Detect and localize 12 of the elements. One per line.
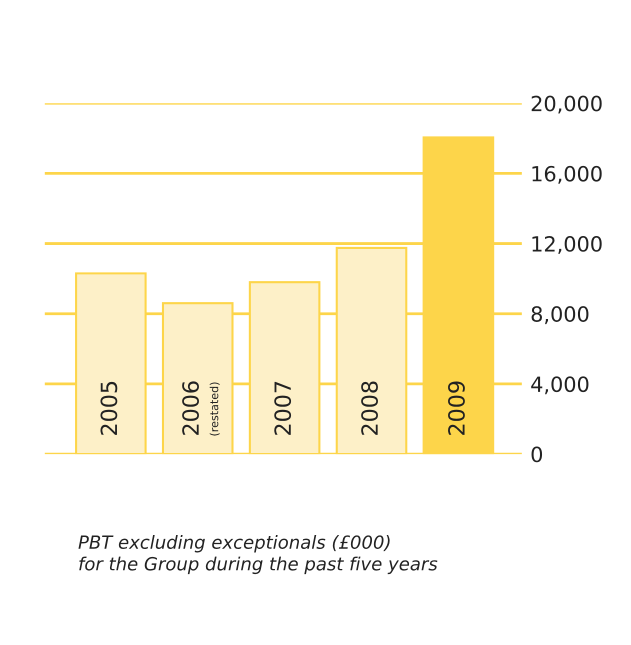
- x-tick-label: 2007: [274, 382, 292, 435]
- y-tick-label: 16,000: [532, 166, 602, 184]
- y-tick-label: 0: [532, 446, 542, 462]
- x-tick-label: 2009: [448, 382, 465, 435]
- y-tick-label: 4,000: [531, 376, 588, 394]
- x-tick-label: 2006 (restated): [182, 381, 220, 436]
- x-tick-label: 2008: [361, 382, 378, 435]
- text: PBT excluding exceptionals (£000) for the Group during the past five years: [78, 535, 438, 574]
- y-tick-label: 20,000: [532, 96, 602, 114]
- y-tick-label: 8,000: [532, 306, 588, 324]
- y-tick-label: 12,000: [532, 236, 602, 254]
- x-tick-label: 2005: [100, 382, 118, 435]
